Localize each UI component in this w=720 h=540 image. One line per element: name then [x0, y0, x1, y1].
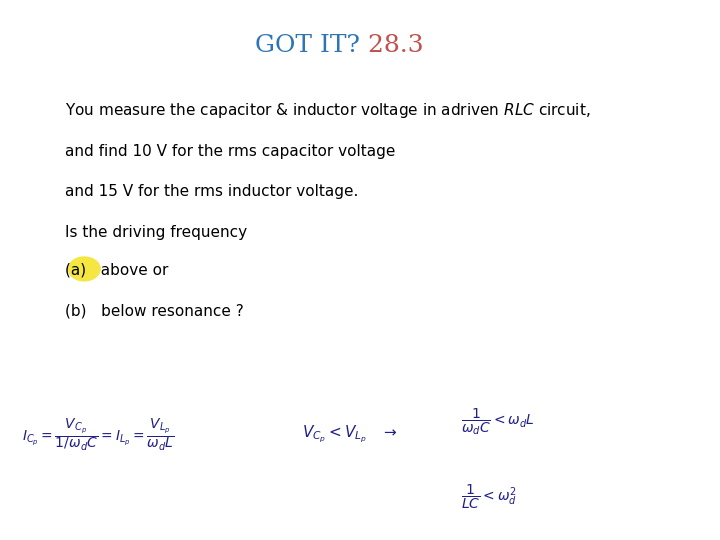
- Text: You measure the capacitor & inductor voltage in adriven $RLC$ circuit,: You measure the capacitor & inductor vol…: [65, 101, 590, 120]
- Text: $I_{C_p} = \dfrac{V_{C_p}}{1/\omega_d C} = I_{L_p} = \dfrac{V_{L_p}}{\omega_d L}: $I_{C_p} = \dfrac{V_{C_p}}{1/\omega_d C}…: [22, 416, 174, 453]
- Text: GOT IT?: GOT IT?: [255, 35, 360, 57]
- Text: $\dfrac{1}{\omega_d C} < \omega_d L$: $\dfrac{1}{\omega_d C} < \omega_d L$: [461, 406, 534, 436]
- Text: $V_{C_p} < V_{L_p}$   $\rightarrow$: $V_{C_p} < V_{L_p}$ $\rightarrow$: [302, 424, 398, 446]
- Text: (b)   below resonance ?: (b) below resonance ?: [65, 303, 243, 318]
- Text: (a)   above or: (a) above or: [65, 262, 168, 278]
- Text: and find 10 V for the rms capacitor voltage: and find 10 V for the rms capacitor volt…: [65, 144, 395, 159]
- Text: Is the driving frequency: Is the driving frequency: [65, 225, 247, 240]
- Text: $\dfrac{1}{LC} < \omega_d^2$: $\dfrac{1}{LC} < \omega_d^2$: [461, 483, 517, 511]
- Circle shape: [68, 257, 100, 281]
- Text: 28.3: 28.3: [360, 35, 423, 57]
- Text: and 15 V for the rms inductor voltage.: and 15 V for the rms inductor voltage.: [65, 184, 358, 199]
